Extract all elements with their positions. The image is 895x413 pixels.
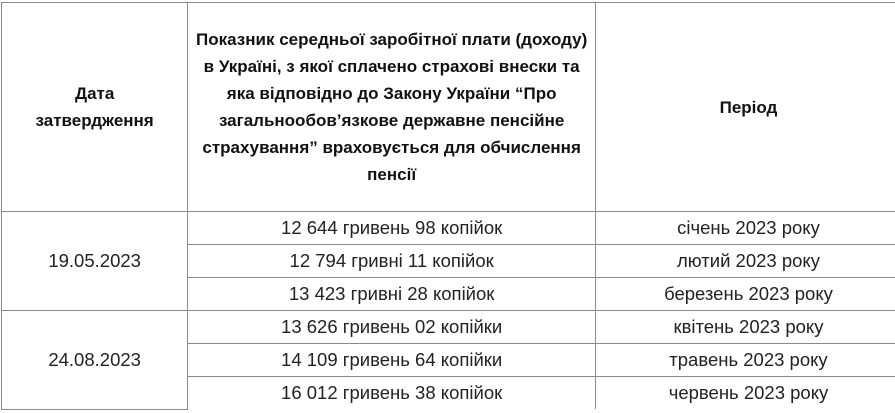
date-cell: 24.08.2023 <box>0 310 189 410</box>
table-row: 12 794 гривні 11 копійок лютий 2023 року <box>2 244 895 278</box>
table-row: 24.08.2023 13 626 гривень 02 копійки кві… <box>0 310 895 410</box>
amount-cell: 13 423 гривні 28 копійок <box>187 277 596 311</box>
amount-cell: 16 012 гривень 38 копійок <box>187 376 596 409</box>
table-row: 14 109 гривень 64 копійки травень 2023 р… <box>2 343 895 377</box>
amount-cell: 14 109 гривень 64 копійки <box>187 343 596 377</box>
amount-cell: 12 644 гривень 98 копійок <box>187 211 596 245</box>
period-cell: березень 2023 року <box>594 277 895 311</box>
period-cell: січень 2023 року <box>594 211 895 245</box>
period-cell: лютий 2023 року <box>594 244 895 278</box>
table-row: 16 012 гривень 38 копійок червень 2023 р… <box>2 376 895 409</box>
table-row: 19.05.2023 12 644 гривень 98 копійок січ… <box>0 211 895 311</box>
header-period: Період <box>594 2 895 212</box>
header-indicator-text: Показник середньої заробітної плати (дох… <box>196 30 588 184</box>
header-date-text: Дата затвердження <box>35 84 154 130</box>
period-cell: червень 2023 року <box>594 376 895 409</box>
period-cell: квітень 2023 року <box>594 310 895 344</box>
header-date: Дата затвердження <box>0 2 189 212</box>
amount-cell: 13 626 гривень 02 копійки <box>187 310 596 344</box>
amount-cell: 12 794 гривні 11 копійок <box>187 244 596 278</box>
header-indicator: Показник середньої заробітної плати (дох… <box>187 2 596 212</box>
period-cell: травень 2023 року <box>594 343 895 377</box>
header-row: Дата затвердження Показник середньої зар… <box>0 2 895 212</box>
date-cell: 19.05.2023 <box>0 211 189 311</box>
